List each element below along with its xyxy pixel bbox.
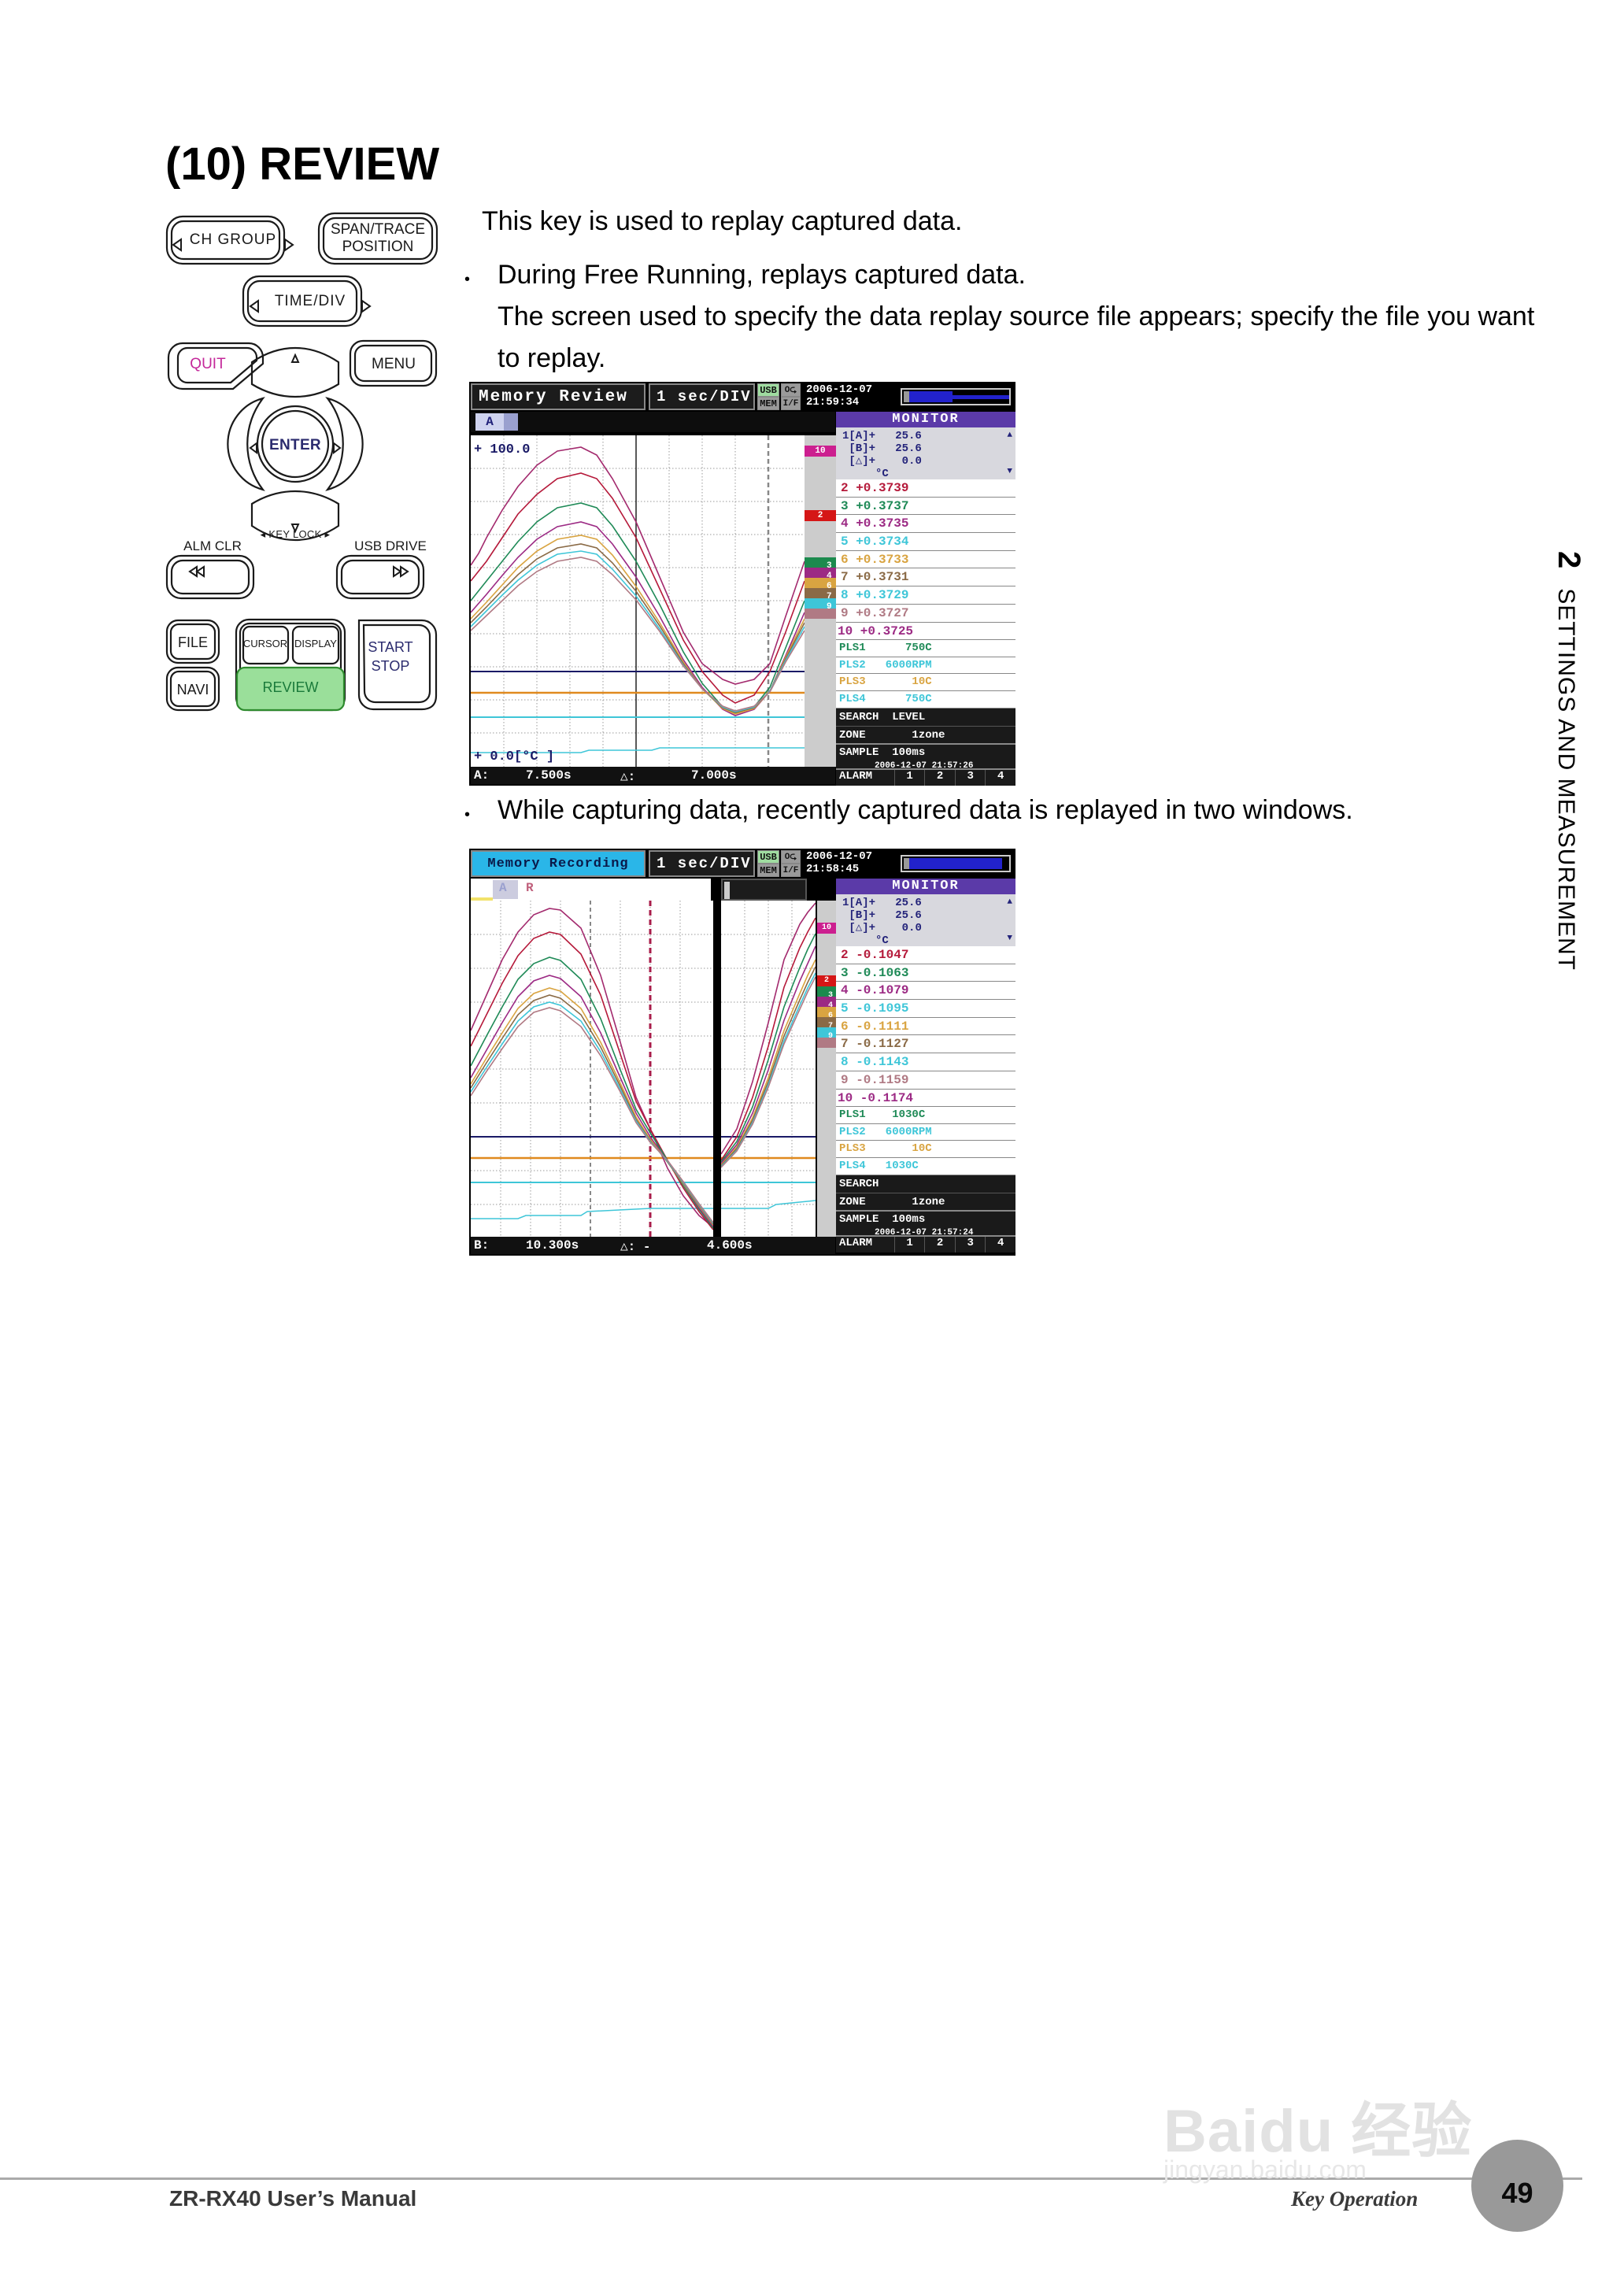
svg-text:ENTER: ENTER [269, 437, 321, 453]
svg-text:QUIT: QUIT [190, 356, 226, 372]
svg-text:POSITION: POSITION [342, 239, 414, 255]
svg-text:CURSOR: CURSOR [243, 638, 287, 649]
svg-text:+ 100.0: + 100.0 [474, 442, 530, 457]
svg-text:START: START [368, 639, 412, 655]
svg-text:USB DRIVE: USB DRIVE [354, 538, 427, 553]
svg-text:SPAN/TRACE: SPAN/TRACE [331, 221, 425, 238]
svg-text:MENU: MENU [372, 356, 416, 372]
svg-text:FILE: FILE [178, 635, 208, 650]
svg-text:TIME/DIV: TIME/DIV [275, 293, 346, 309]
svg-text:DISPLAY: DISPLAY [294, 638, 337, 649]
svg-text:ALM CLR: ALM CLR [183, 538, 242, 553]
svg-text:NAVI: NAVI [177, 682, 209, 697]
svg-text:CH GROUP: CH GROUP [190, 231, 276, 248]
svg-text:REVIEW: REVIEW [262, 679, 318, 695]
svg-text:+ 0.0[°C ]: + 0.0[°C ] [474, 749, 554, 764]
svg-text:STOP: STOP [372, 658, 410, 674]
